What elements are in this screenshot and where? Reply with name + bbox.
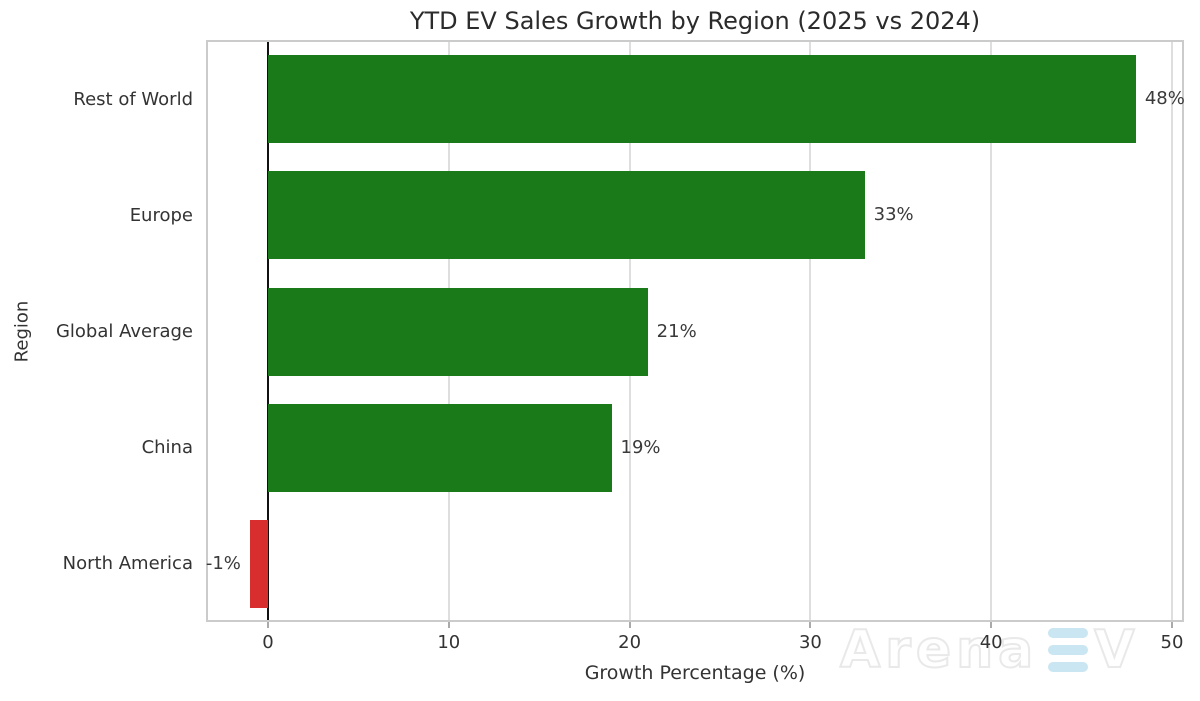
x-tick-mark	[628, 622, 631, 628]
x-tick-label: 40	[979, 632, 1003, 653]
gridline	[1171, 42, 1173, 620]
category-label-europe: Europe	[129, 204, 193, 226]
bar-value-label: 19%	[620, 436, 661, 458]
x-tick-mark	[809, 622, 812, 628]
category-label-rest-of-world: Rest of World	[73, 88, 193, 110]
bar-global-average	[268, 287, 648, 376]
watermark-arenaev: Arena V	[839, 620, 1140, 680]
x-tick-label: 0	[262, 632, 274, 653]
watermark-text-v: V	[1093, 620, 1140, 680]
bar-rest-of-world	[268, 55, 1136, 144]
plot-area-border	[206, 40, 1184, 622]
x-tick-mark	[1171, 622, 1173, 628]
x-tick-label: 30	[798, 632, 822, 653]
watermark-text-arena: Arena	[839, 620, 1039, 680]
x-tick-label: 50	[1160, 632, 1184, 653]
bar-north-america	[249, 519, 268, 608]
x-tick-label: 10	[437, 632, 461, 653]
gridline	[990, 42, 993, 620]
category-label-china: China	[141, 437, 193, 459]
watermark-letter-e-bars	[1048, 628, 1089, 672]
gridline	[809, 42, 812, 620]
x-tick-mark	[447, 622, 450, 628]
x-axis-label: Growth Percentage (%)	[584, 662, 806, 684]
chart-title: YTD EV Sales Growth by Region (2025 vs 2…	[409, 7, 981, 35]
x-tick-label: 20	[618, 632, 642, 653]
bar-europe	[268, 171, 865, 260]
bar-value-label: -1%	[205, 552, 241, 574]
bar-value-label: 33%	[873, 204, 914, 226]
bar-china	[268, 403, 612, 492]
category-label-global-average: Global Average	[55, 320, 193, 342]
bar-value-label: 48%	[1144, 88, 1185, 110]
x-tick-mark	[990, 622, 993, 628]
category-label-north-america: North America	[62, 553, 193, 575]
x-tick-mark	[267, 622, 269, 628]
bar-value-label: 21%	[656, 320, 697, 342]
